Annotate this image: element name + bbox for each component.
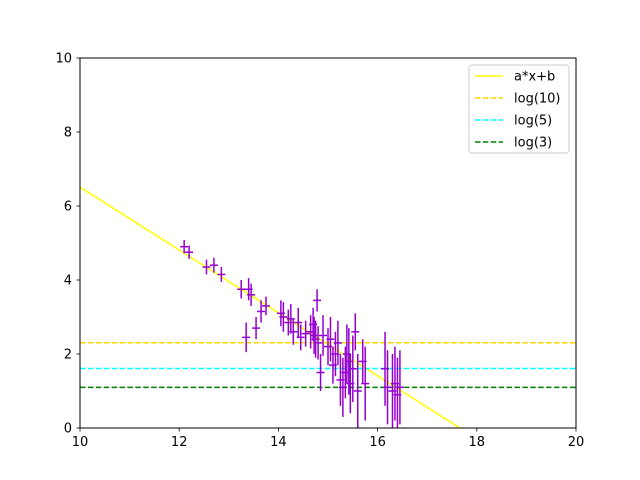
data-point: [314, 326, 323, 360]
x-axis: 10 12 14 16 18 20: [72, 428, 585, 450]
x-tick-label: 10: [72, 435, 89, 450]
data-point: [237, 280, 246, 299]
y-tick-label: 8: [64, 126, 72, 141]
data-point: [319, 315, 328, 356]
data-point: [209, 257, 218, 273]
x-tick-label: 18: [469, 435, 486, 450]
data-point: [257, 300, 266, 323]
legend-label: log(3): [514, 136, 552, 151]
data-point: [247, 283, 256, 306]
legend-box: [468, 64, 570, 154]
y-tick-label: 0: [64, 422, 72, 437]
data-point: [294, 307, 303, 338]
data-point: [351, 313, 360, 351]
data-point: [252, 317, 261, 340]
data-point: [185, 245, 194, 259]
data-point: [313, 289, 322, 312]
data-point: [310, 317, 319, 354]
data-point: [180, 240, 189, 254]
x-tick-label: 12: [171, 435, 188, 450]
data-point: [289, 318, 298, 345]
y-tick-label: 4: [64, 274, 72, 289]
data-point: [326, 317, 335, 362]
data-point: [341, 346, 350, 399]
axes-frame: [79, 57, 577, 429]
data-point: [353, 354, 362, 428]
y-tick-label: 6: [64, 200, 72, 215]
data-point: [361, 346, 370, 421]
data-point: [296, 324, 305, 351]
data-point: [348, 335, 357, 403]
x-tick-label: 16: [369, 435, 386, 450]
legend: a*x+b log(10) log(5) log(3): [468, 64, 570, 154]
plot-content: [80, 186, 576, 428]
data-point: [301, 320, 310, 347]
data-point: [202, 259, 211, 275]
data-point: [262, 296, 270, 316]
legend-label: a*x+b: [514, 70, 555, 85]
legend-label: log(10): [514, 92, 561, 107]
x-tick-label: 14: [270, 435, 287, 450]
data-point: [333, 320, 342, 366]
data-point: [279, 302, 288, 332]
data-point: [395, 350, 404, 425]
x-tick-label: 20: [568, 435, 585, 450]
data-point: [242, 322, 251, 353]
y-tick-label: 2: [64, 348, 72, 363]
y-tick-label: 10: [55, 52, 72, 67]
data-point: [217, 267, 226, 282]
y-axis: 0 2 4 6 8 10: [55, 52, 80, 437]
data-point: [316, 354, 325, 391]
data-point: [383, 350, 392, 425]
legend-label: log(5): [514, 114, 552, 129]
